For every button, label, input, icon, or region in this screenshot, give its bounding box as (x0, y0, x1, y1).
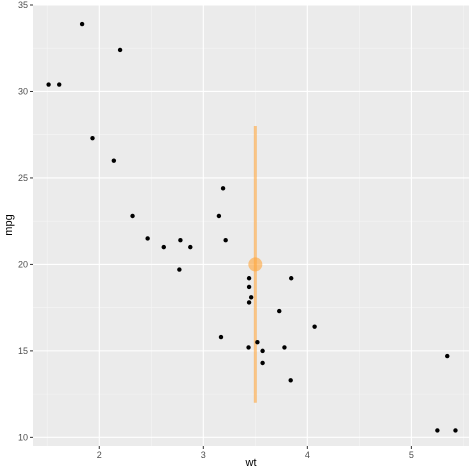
data-point (260, 348, 265, 354)
data-point (435, 428, 440, 433)
y-tick-label: 30 (18, 86, 28, 96)
data-point (288, 378, 293, 383)
data-point (248, 295, 254, 300)
x-tick-label: 2 (97, 450, 102, 460)
data-point (216, 213, 222, 219)
y-tick-label: 20 (18, 259, 28, 269)
data-point (282, 345, 287, 350)
summary-range (248, 126, 263, 403)
data-point (312, 324, 317, 329)
data-point (260, 360, 265, 366)
data-point (111, 158, 117, 163)
x-axis-title: wt (245, 457, 257, 469)
data-point (453, 428, 458, 433)
plot-panel (33, 5, 469, 446)
minor-gridlines (33, 5, 469, 446)
data-point (188, 244, 193, 250)
x-tick-label: 5 (409, 450, 414, 460)
data-point (130, 213, 135, 219)
x-tick-label: 4 (305, 450, 310, 460)
y-tick-label: 35 (18, 0, 28, 10)
data-point (445, 353, 450, 359)
x-axis-ticks: 2 3 4 5 (97, 446, 414, 460)
data-point (220, 186, 226, 191)
x-tick-label: 3 (201, 450, 206, 460)
data-point (246, 300, 252, 305)
data-point (145, 236, 150, 241)
y-tick-label: 25 (18, 173, 28, 183)
data-points (46, 21, 458, 433)
data-point (277, 308, 282, 314)
y-tick-label: 15 (18, 346, 28, 356)
data-point (57, 82, 62, 87)
data-point (177, 267, 182, 272)
data-point (46, 82, 51, 87)
data-point (246, 345, 251, 350)
data-point (246, 276, 252, 281)
y-axis-ticks: 10 15 20 25 30 35 (18, 0, 33, 442)
data-point (223, 238, 228, 243)
data-point (246, 284, 252, 290)
data-point (161, 244, 166, 250)
data-point (117, 47, 123, 53)
summary-mean-point (248, 257, 263, 272)
y-tick-label: 10 (18, 432, 28, 442)
data-point (218, 334, 224, 340)
y-axis-title: mpg (3, 214, 15, 235)
data-point (79, 21, 85, 27)
data-point (90, 135, 95, 141)
data-point (255, 340, 260, 345)
data-point (289, 276, 294, 281)
data-point (178, 238, 183, 243)
